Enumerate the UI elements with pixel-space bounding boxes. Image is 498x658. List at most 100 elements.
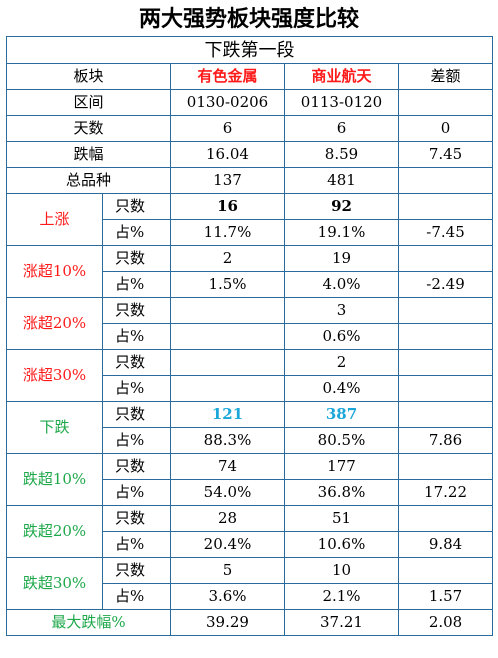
unit-pct-label: 占% [102,479,171,506]
group-count-b: 387 [284,401,399,428]
group-count-a: 2 [170,245,285,272]
group-count-row: 上涨 只数 16 92 [6,193,494,246]
group-label: 涨超20% [6,297,103,350]
group-pct-diff: -7.45 [397,219,494,246]
group-count-row: 跌超30% 只数 5 10 [6,557,494,610]
group-pct-row: 占% 54.0% 36.8% 17.22 [7,479,494,506]
group-pct-row: 占% 11.7% 19.1% -7.45 [7,219,494,246]
days-a: 6 [170,115,285,142]
total-b: 481 [284,167,399,194]
group-count-b: 2 [284,349,399,376]
group-count-row: 涨超10% 只数 2 19 [6,245,494,298]
group-count-row: 下跌 只数 121 387 [6,401,494,454]
unit-count-label: 只数 [102,453,171,480]
group-count-b: 10 [284,557,399,584]
group-count-diff [397,401,494,428]
group-pct-a: 1.5% [170,271,285,298]
group-pct-diff: -2.49 [397,271,494,298]
group-label: 跌超20% [6,505,103,558]
unit-count-label: 只数 [102,401,171,428]
group-pct-a: 88.3% [170,427,285,454]
group-pct-b: 36.8% [284,479,399,506]
col-sector-a: 有色金属 [170,63,285,90]
group-pct-a: 54.0% [170,479,285,506]
max-drop-row: 最大跌幅% 39.29 37.21 2.08 [6,609,494,636]
group-count-b: 19 [284,245,399,272]
change-label: 跌幅 [6,141,171,168]
change-a: 16.04 [170,141,285,168]
range-a: 0130-0206 [170,89,285,116]
group-pct-b: 2.1% [284,583,399,610]
group-count-diff [397,193,494,220]
unit-pct-label: 占% [102,531,171,558]
group-label: 跌超30% [6,557,103,610]
group-pct-b: 19.1% [284,219,399,246]
group-pct-b: 0.6% [284,323,399,350]
group-pct-a [170,323,285,350]
unit-pct-label: 占% [102,219,171,246]
group-pct-a [170,375,285,402]
group-count-row: 跌超20% 只数 28 51 [6,505,494,558]
group-pct-b: 10.6% [284,531,399,558]
unit-pct-label: 占% [102,427,171,454]
total-diff [397,167,494,194]
days-row: 天数 6 6 0 [6,115,494,142]
comparison-table: 下跌第一段 板块 有色金属 商业航天 差额 区间 0130-0206 0113-… [5,36,494,636]
group-count-a [170,349,285,376]
days-b: 6 [284,115,399,142]
column-header-row: 板块 有色金属 商业航天 差额 [6,63,494,90]
group-pct-a: 20.4% [170,531,285,558]
max-drop-a: 39.29 [170,609,285,636]
group-count-row: 涨超20% 只数 3 [6,297,494,350]
group-pct-diff: 9.84 [397,531,494,558]
col-sector-b: 商业航天 [284,63,399,90]
unit-count-label: 只数 [102,557,171,584]
group-label: 涨超10% [6,245,103,298]
range-label: 区间 [6,89,171,116]
total-row: 总品种 137 481 [6,167,494,194]
group-count-a [170,297,285,324]
col-diff: 差额 [397,63,494,90]
unit-pct-label: 占% [102,375,171,402]
total-a: 137 [170,167,285,194]
unit-count-label: 只数 [102,505,171,532]
group-count-b: 51 [284,505,399,532]
segment-title: 下跌第一段 [5,36,494,64]
max-drop-diff: 2.08 [397,609,494,636]
range-diff [397,89,494,116]
group-pct-a: 3.6% [170,583,285,610]
group-pct-a: 11.7% [170,219,285,246]
group-label: 涨超30% [6,349,103,402]
group-count-b: 177 [284,453,399,480]
unit-count-label: 只数 [102,245,171,272]
unit-count-label: 只数 [102,193,171,220]
group-count-a: 28 [170,505,285,532]
group-pct-diff [397,323,494,350]
group-count-a: 16 [170,193,285,220]
group-count-row: 跌超10% 只数 74 177 [6,453,494,506]
unit-pct-label: 占% [102,271,171,298]
group-pct-row: 占% 20.4% 10.6% 9.84 [7,531,494,558]
group-pct-row: 占% 0.4% [7,375,494,402]
group-count-diff [397,349,494,376]
group-label: 下跌 [6,401,103,454]
unit-pct-label: 占% [102,323,171,350]
group-count-a: 74 [170,453,285,480]
unit-count-label: 只数 [102,297,171,324]
group-pct-b: 4.0% [284,271,399,298]
change-diff: 7.45 [397,141,494,168]
days-label: 天数 [6,115,171,142]
group-count-diff [397,297,494,324]
group-count-b: 92 [284,193,399,220]
unit-count-label: 只数 [102,349,171,376]
col-sector-label: 板块 [6,63,171,90]
range-b: 0113-0120 [284,89,399,116]
total-label: 总品种 [6,167,171,194]
group-pct-b: 80.5% [284,427,399,454]
group-count-row: 涨超30% 只数 2 [6,349,494,402]
group-pct-row: 占% 1.5% 4.0% -2.49 [7,271,494,298]
group-pct-row: 占% 3.6% 2.1% 1.57 [7,583,494,610]
group-pct-diff: 1.57 [397,583,494,610]
group-count-diff [397,245,494,272]
group-count-a: 121 [170,401,285,428]
